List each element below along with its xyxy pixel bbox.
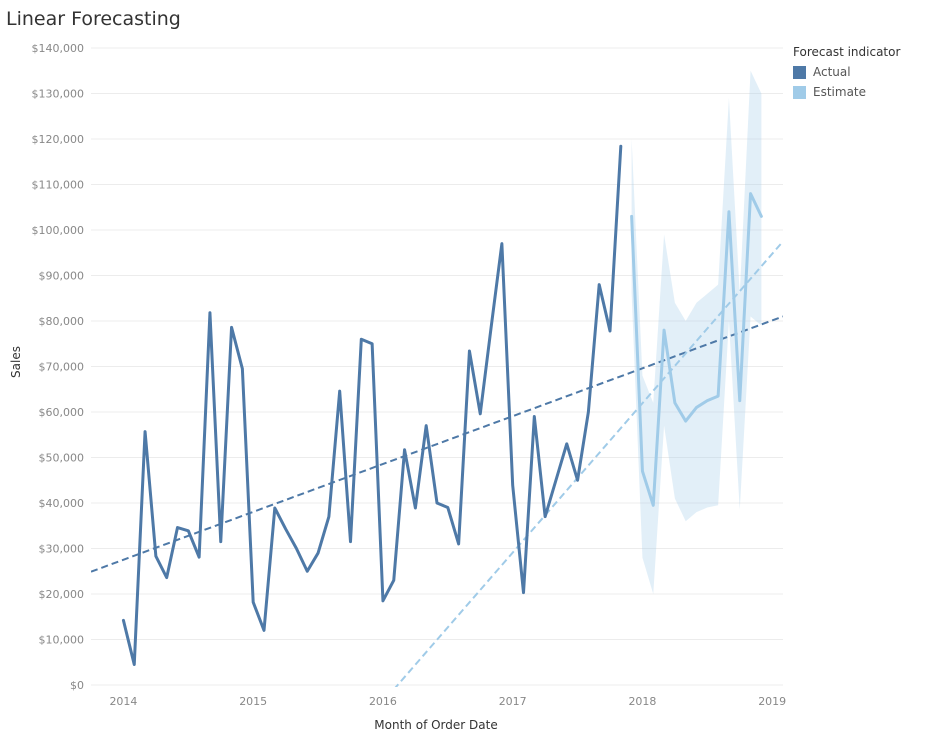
y-axis-ticks: $0 $10,000 $20,000 $30,000 $40,000 $50,000 $60… (32, 42, 85, 692)
y-tick-label: $60,000 (39, 406, 85, 419)
y-tick-label: $0 (70, 679, 84, 692)
x-axis-title: Month of Order Date (374, 718, 497, 732)
legend-item-actual[interactable]: Actual (793, 65, 900, 79)
y-tick-label: $80,000 (39, 315, 85, 328)
legend-swatch-estimate (793, 85, 806, 99)
series-line-actual (121, 144, 623, 667)
x-tick-label: 2018 (628, 695, 656, 708)
series-line-estimate (630, 192, 763, 507)
y-tick-label: $70,000 (39, 361, 85, 374)
series-layer (121, 144, 763, 667)
chart-title: Linear Forecasting (6, 8, 181, 30)
gridlines (91, 47, 783, 686)
legend-label-actual: Actual (813, 65, 851, 79)
y-axis-title: Sales (9, 346, 23, 378)
legend-label-estimate: Estimate (813, 85, 867, 99)
y-tick-label: $120,000 (32, 133, 85, 146)
y-tick-label: $140,000 (32, 42, 85, 55)
x-tick-label: 2015 (239, 695, 267, 708)
y-tick-label: $40,000 (39, 497, 85, 510)
y-tick-label: $50,000 (39, 452, 85, 465)
trend-line-layer (91, 240, 783, 687)
y-tick-label: $20,000 (39, 588, 85, 601)
x-tick-label: 2019 (758, 695, 786, 708)
y-tick-label: $10,000 (39, 634, 85, 647)
y-tick-label: $30,000 (39, 543, 85, 556)
y-tick-label: $90,000 (39, 270, 85, 283)
legend-item-estimate[interactable]: Estimate (793, 85, 900, 99)
y-tick-label: $130,000 (32, 88, 85, 101)
x-tick-label: 2017 (499, 695, 527, 708)
legend-title: Forecast indicator (793, 45, 901, 59)
trend-line-actual (91, 315, 783, 573)
y-tick-label: $100,000 (32, 224, 85, 237)
forecast-band-layer (631, 70, 762, 594)
x-tick-label: 2016 (369, 695, 397, 708)
forecast-band (631, 70, 762, 594)
legend-swatch-actual (793, 65, 806, 79)
legend: Forecast indicator Actual Estimate (793, 45, 900, 105)
x-axis-ticks: 2014 2015 2016 2017 2018 2019 (109, 695, 786, 708)
x-tick-label: 2014 (109, 695, 137, 708)
y-tick-label: $110,000 (32, 179, 85, 192)
